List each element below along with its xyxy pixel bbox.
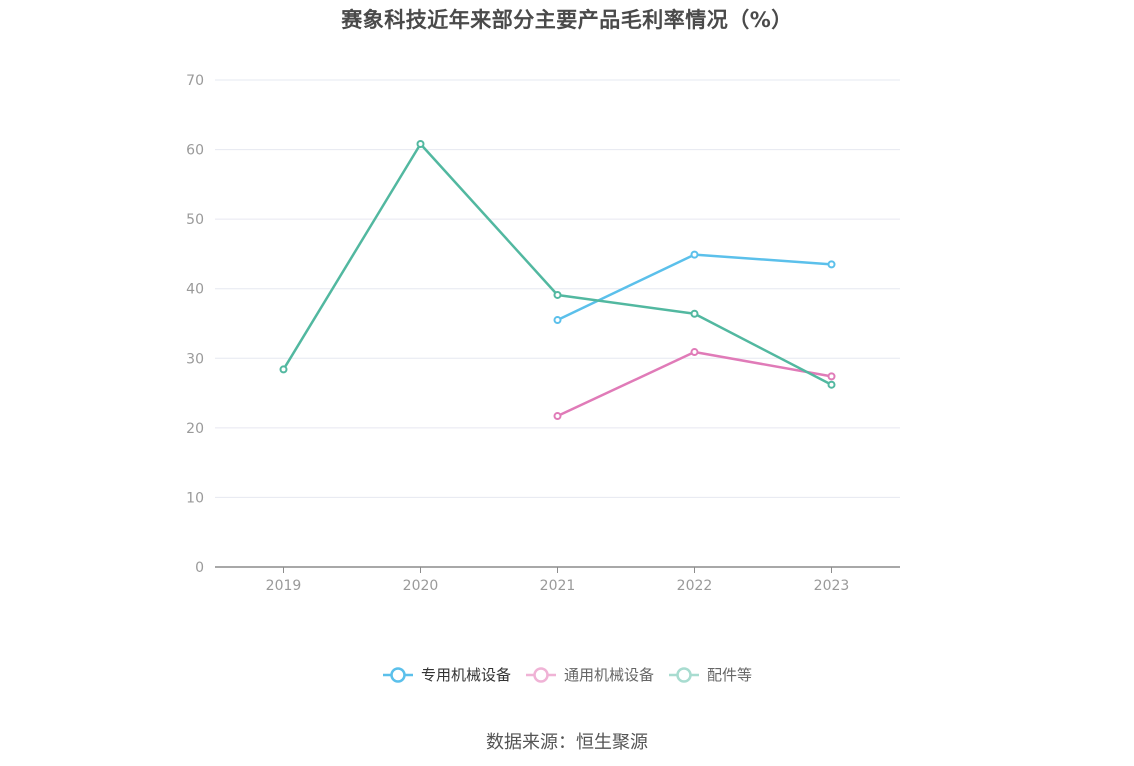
legend-item-1[interactable]: 通用机械设备 [525, 664, 654, 685]
data-point-s2-2022 [690, 309, 699, 318]
data-point-s2-2021 [553, 290, 562, 299]
data-point-s2-2019 [279, 365, 288, 374]
data-point-s2-2020 [416, 140, 425, 149]
data-point-s2-2023 [827, 380, 836, 389]
chart-title: 赛象科技近年来部分主要产品毛利率情况（%） [341, 8, 793, 32]
data-point-s0-2023 [827, 260, 836, 269]
data-point-s0-2021 [553, 316, 562, 325]
legend-swatch-0 [382, 666, 413, 683]
axes: 0 10 20 30 40 50 60 70 2019 2020 2021 2022 2023 [186, 73, 900, 594]
y-tick-label: 20 [186, 421, 204, 437]
series-lines [282, 142, 833, 418]
legend-swatch-2 [669, 666, 699, 683]
y-tick-label: 60 [186, 143, 204, 159]
x-tick-label: 2021 [540, 578, 576, 594]
legend-label-2: 配件等 [707, 666, 753, 684]
y-tick-label: 10 [186, 490, 204, 506]
legend-label-0: 专用机械设备 [420, 666, 511, 684]
y-tick-label: 30 [186, 351, 204, 367]
data-point-s1-2023 [827, 372, 836, 381]
y-tick-label: 70 [186, 73, 204, 89]
data-point-s0-2022 [690, 250, 699, 259]
series-line-1 [556, 350, 833, 418]
data-point-s1-2021 [553, 412, 562, 421]
y-tick-label: 50 [186, 212, 204, 228]
legend-swatch-1 [525, 666, 556, 683]
grid-lines [215, 79, 900, 498]
x-tick-label: 2022 [677, 578, 713, 594]
x-tick-label: 2019 [266, 578, 302, 594]
x-tick-label: 2023 [814, 578, 850, 594]
data-points [279, 140, 836, 421]
legend: 专用机械设备 通用机械设备 配件等 [0, 664, 1134, 685]
legend-item-0[interactable]: 专用机械设备 [382, 664, 511, 685]
y-tick-label: 0 [195, 560, 204, 576]
y-tick-label: 40 [186, 282, 204, 298]
data-point-s1-2022 [690, 348, 699, 357]
data-source: 数据来源：恒生聚源 [486, 732, 648, 753]
legend-item-2[interactable]: 配件等 [668, 664, 752, 685]
legend-label-1: 通用机械设备 [563, 666, 654, 684]
series-line-2 [282, 142, 833, 386]
x-tick-label: 2020 [403, 578, 439, 594]
